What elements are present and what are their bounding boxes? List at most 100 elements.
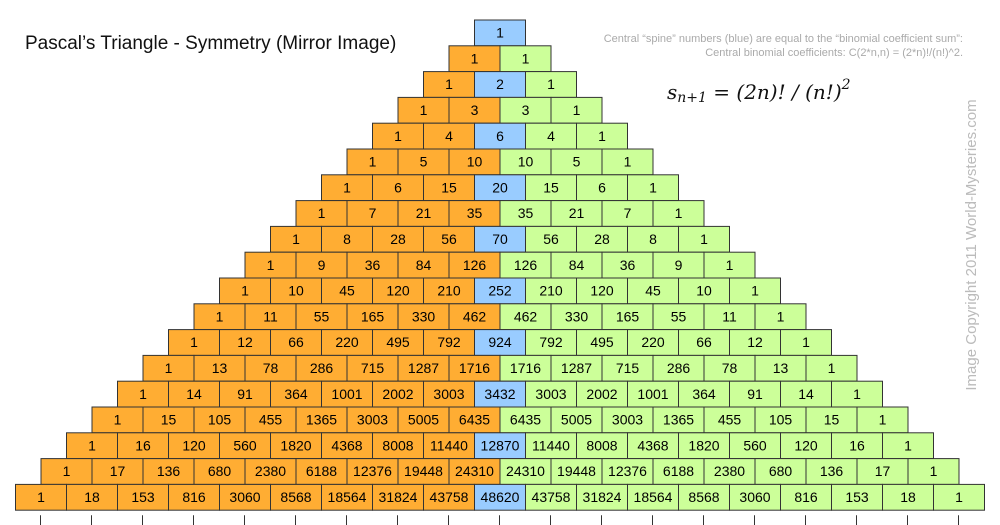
- cell: [321, 380, 373, 408]
- cell-value: 13: [773, 360, 789, 376]
- cell-value: 1: [853, 386, 861, 402]
- cell-value: 6435: [459, 412, 490, 428]
- cell: [678, 277, 730, 305]
- cell: [168, 483, 220, 511]
- cell-value: 15: [441, 179, 457, 195]
- cell-value: 78: [263, 360, 279, 376]
- cell: [474, 432, 526, 460]
- cell-value: 4368: [331, 437, 362, 453]
- cell-value: 1: [114, 412, 122, 428]
- cell-value: 3: [522, 102, 530, 118]
- cell-value: 9: [318, 257, 326, 273]
- cell: [474, 380, 526, 408]
- cell-value: 210: [539, 283, 563, 299]
- cell-value: 56: [441, 231, 457, 247]
- cell-value: 364: [692, 386, 716, 402]
- cell-value: 14: [186, 386, 202, 402]
- cell-value: 5005: [408, 412, 439, 428]
- cell: [346, 458, 399, 485]
- cell: [550, 96, 603, 124]
- cell-value: 55: [671, 308, 687, 324]
- cell-value: 210: [437, 283, 461, 299]
- cell-value: 2002: [382, 386, 413, 402]
- cell-value: 126: [514, 257, 538, 273]
- cell: [882, 432, 934, 460]
- cell: [244, 406, 297, 434]
- cell-value: 45: [339, 283, 355, 299]
- cell: [703, 354, 756, 382]
- cell: [117, 483, 169, 511]
- cell-value: 2380: [255, 463, 286, 479]
- cell: [525, 174, 577, 202]
- formula-body: = (2n)! / (n!): [707, 80, 842, 104]
- cell: [397, 96, 450, 124]
- cell-value: 8: [343, 231, 351, 247]
- cell-value: 1001: [637, 386, 668, 402]
- formula-superscript: 2: [841, 77, 851, 93]
- cell-value: 1: [420, 102, 428, 118]
- cell-value: 2380: [714, 463, 745, 479]
- cell-value: 330: [565, 308, 589, 324]
- cell-value: 18: [84, 489, 100, 505]
- cell-value: 165: [616, 308, 640, 324]
- cell: [91, 406, 144, 434]
- cell-value: 1: [904, 437, 912, 453]
- cell-value: 1: [726, 257, 734, 273]
- cell: [882, 483, 934, 511]
- cell: [754, 458, 807, 485]
- cell-value: 6: [496, 128, 504, 144]
- cell: [576, 483, 628, 511]
- cell-value: 24310: [455, 463, 494, 479]
- cell-value: 1716: [459, 360, 490, 376]
- cell-value: 10: [518, 154, 534, 170]
- cell: [219, 483, 271, 511]
- cell-value: 4368: [637, 437, 668, 453]
- cell: [831, 432, 883, 460]
- cell: [652, 200, 705, 227]
- cell-value: 286: [310, 360, 334, 376]
- cell: [601, 458, 654, 485]
- cell-value: 7: [624, 205, 632, 221]
- cell-value: 120: [386, 283, 410, 299]
- cell: [397, 251, 450, 279]
- cell: [525, 225, 577, 253]
- cell-value: 55: [314, 308, 330, 324]
- cell: [780, 432, 832, 460]
- cell: [499, 200, 552, 227]
- cell-value: 680: [769, 463, 793, 479]
- cell: [831, 483, 883, 511]
- cell-value: 1287: [561, 360, 592, 376]
- cell-value: 6188: [306, 463, 337, 479]
- cell: [499, 251, 552, 279]
- cell-value: 12: [237, 334, 253, 350]
- cell-value: 11440: [532, 437, 570, 453]
- cell-value: 3003: [433, 386, 464, 402]
- cell-value: 1: [573, 102, 581, 118]
- cell-value: 2: [496, 76, 504, 92]
- cell-value: 12376: [608, 463, 647, 479]
- cell-value: 19448: [404, 463, 443, 479]
- cell: [601, 406, 654, 434]
- cell-value: 12: [747, 334, 763, 350]
- cell: [678, 329, 730, 356]
- cell-value: 15: [824, 412, 840, 428]
- cell-value: 3003: [612, 412, 643, 428]
- cell: [321, 174, 373, 202]
- cell-value: 462: [514, 308, 538, 324]
- cell-value: 84: [569, 257, 585, 273]
- cell: [448, 200, 501, 227]
- cell: [652, 354, 705, 382]
- cell: [780, 483, 832, 511]
- formula-subscript: n+1: [677, 90, 707, 106]
- cell-value: 13: [212, 360, 228, 376]
- cell-value: 680: [208, 463, 232, 479]
- cell-value: 8: [649, 231, 657, 247]
- cell-value: 6188: [663, 463, 694, 479]
- cell: [448, 354, 501, 382]
- cell-value: 6435: [510, 412, 541, 428]
- cell-value: 136: [820, 463, 844, 479]
- cell: [474, 277, 526, 305]
- cell: [423, 277, 475, 305]
- cell-value: 105: [769, 412, 793, 428]
- cell-value: 17: [875, 463, 891, 479]
